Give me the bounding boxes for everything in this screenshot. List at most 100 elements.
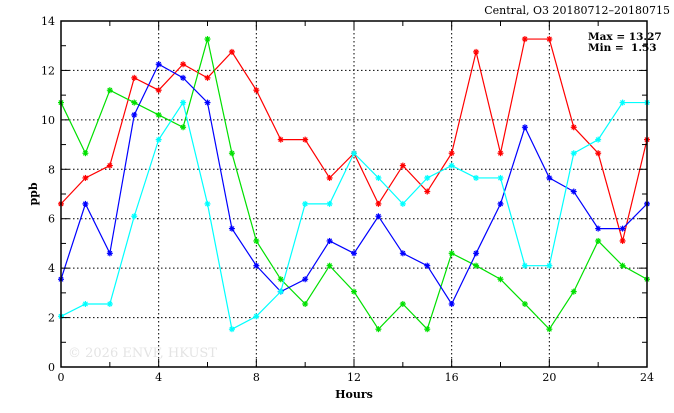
data-point xyxy=(82,174,89,181)
x-tick-label: 20 xyxy=(542,371,556,384)
data-point xyxy=(473,250,480,257)
marker-stroke xyxy=(449,150,455,156)
x-tick-label: 4 xyxy=(155,371,162,384)
data-point xyxy=(106,250,113,257)
data-point xyxy=(448,162,455,169)
marker-stroke xyxy=(156,137,162,143)
data-point xyxy=(595,136,602,143)
data-point xyxy=(277,288,284,295)
marker-stroke xyxy=(131,112,137,118)
data-point xyxy=(521,36,528,43)
y-tick-label: 4 xyxy=(48,262,55,275)
marker-stroke xyxy=(278,289,284,295)
data-point xyxy=(180,74,187,81)
data-point xyxy=(497,174,504,181)
data-point xyxy=(619,237,626,244)
data-point xyxy=(180,99,187,106)
marker-stroke xyxy=(351,150,357,156)
marker-stroke xyxy=(302,201,308,207)
marker-stroke xyxy=(522,36,528,42)
marker-stroke xyxy=(107,163,113,169)
data-point xyxy=(375,174,382,181)
marker-stroke xyxy=(400,201,406,207)
marker-stroke xyxy=(620,263,626,269)
marker-stroke xyxy=(229,49,235,55)
marker-stroke xyxy=(375,213,381,219)
data-point xyxy=(399,250,406,257)
data-point xyxy=(351,250,357,257)
data-point xyxy=(228,48,235,55)
data-point xyxy=(180,124,187,131)
data-point xyxy=(546,36,553,43)
data-point xyxy=(302,276,309,283)
data-point xyxy=(375,213,382,220)
marker-stroke xyxy=(131,75,137,81)
marker-stroke xyxy=(204,201,211,207)
data-point xyxy=(106,162,113,169)
data-point xyxy=(570,150,577,157)
data-point xyxy=(595,150,602,157)
data-point xyxy=(155,136,162,143)
series-cyan xyxy=(58,99,650,333)
data-point xyxy=(204,36,211,43)
data-point xyxy=(424,188,431,195)
marker-stroke xyxy=(497,276,504,282)
data-point xyxy=(131,213,138,220)
marker-stroke xyxy=(620,226,626,232)
marker-stroke xyxy=(351,250,357,256)
y-tick-label: 0 xyxy=(48,361,55,374)
marker-stroke xyxy=(107,87,113,93)
data-point xyxy=(473,174,480,181)
marker-stroke xyxy=(546,36,552,42)
data-point xyxy=(375,326,382,333)
marker-stroke xyxy=(620,238,626,244)
data-point xyxy=(424,326,431,333)
marker-stroke xyxy=(278,137,284,143)
x-tick-label: 8 xyxy=(253,371,260,384)
data-point xyxy=(399,162,406,169)
marker-stroke xyxy=(107,301,113,307)
data-point xyxy=(106,87,113,94)
data-point xyxy=(326,200,333,207)
data-point xyxy=(204,99,211,106)
marker-stroke xyxy=(327,175,333,181)
marker-stroke xyxy=(522,124,528,130)
marker-stroke xyxy=(229,226,235,232)
data-point xyxy=(351,288,357,295)
data-point xyxy=(326,174,333,181)
marker-stroke xyxy=(522,301,528,307)
marker-stroke xyxy=(302,137,308,143)
marker-stroke xyxy=(571,124,577,130)
x-axis-label: Hours xyxy=(335,388,373,401)
marker-stroke xyxy=(497,175,504,181)
marker-stroke xyxy=(180,100,186,106)
marker-stroke xyxy=(424,263,430,269)
data-point xyxy=(302,136,309,143)
marker-stroke xyxy=(229,326,235,332)
data-point xyxy=(351,150,357,157)
data-point xyxy=(106,300,113,307)
data-point xyxy=(399,300,406,307)
y-tick-label: 14 xyxy=(41,15,55,28)
data-point xyxy=(204,74,211,81)
marker-stroke xyxy=(449,301,455,307)
data-point xyxy=(326,262,333,269)
marker-stroke xyxy=(302,301,308,307)
x-tick-label: 0 xyxy=(58,371,65,384)
marker-stroke xyxy=(204,36,211,42)
marker-stroke xyxy=(400,163,406,169)
marker-stroke xyxy=(253,313,259,319)
marker-stroke xyxy=(82,301,88,307)
marker-stroke xyxy=(546,326,552,332)
data-point xyxy=(131,111,138,118)
marker-stroke xyxy=(497,150,504,156)
marker-stroke xyxy=(107,250,113,256)
data-point xyxy=(619,262,626,269)
data-point xyxy=(570,124,577,131)
marker-stroke xyxy=(204,100,211,106)
marker-stroke xyxy=(180,61,186,67)
marker-stroke xyxy=(473,175,479,181)
marker-stroke xyxy=(546,263,552,269)
marker-stroke xyxy=(400,301,406,307)
